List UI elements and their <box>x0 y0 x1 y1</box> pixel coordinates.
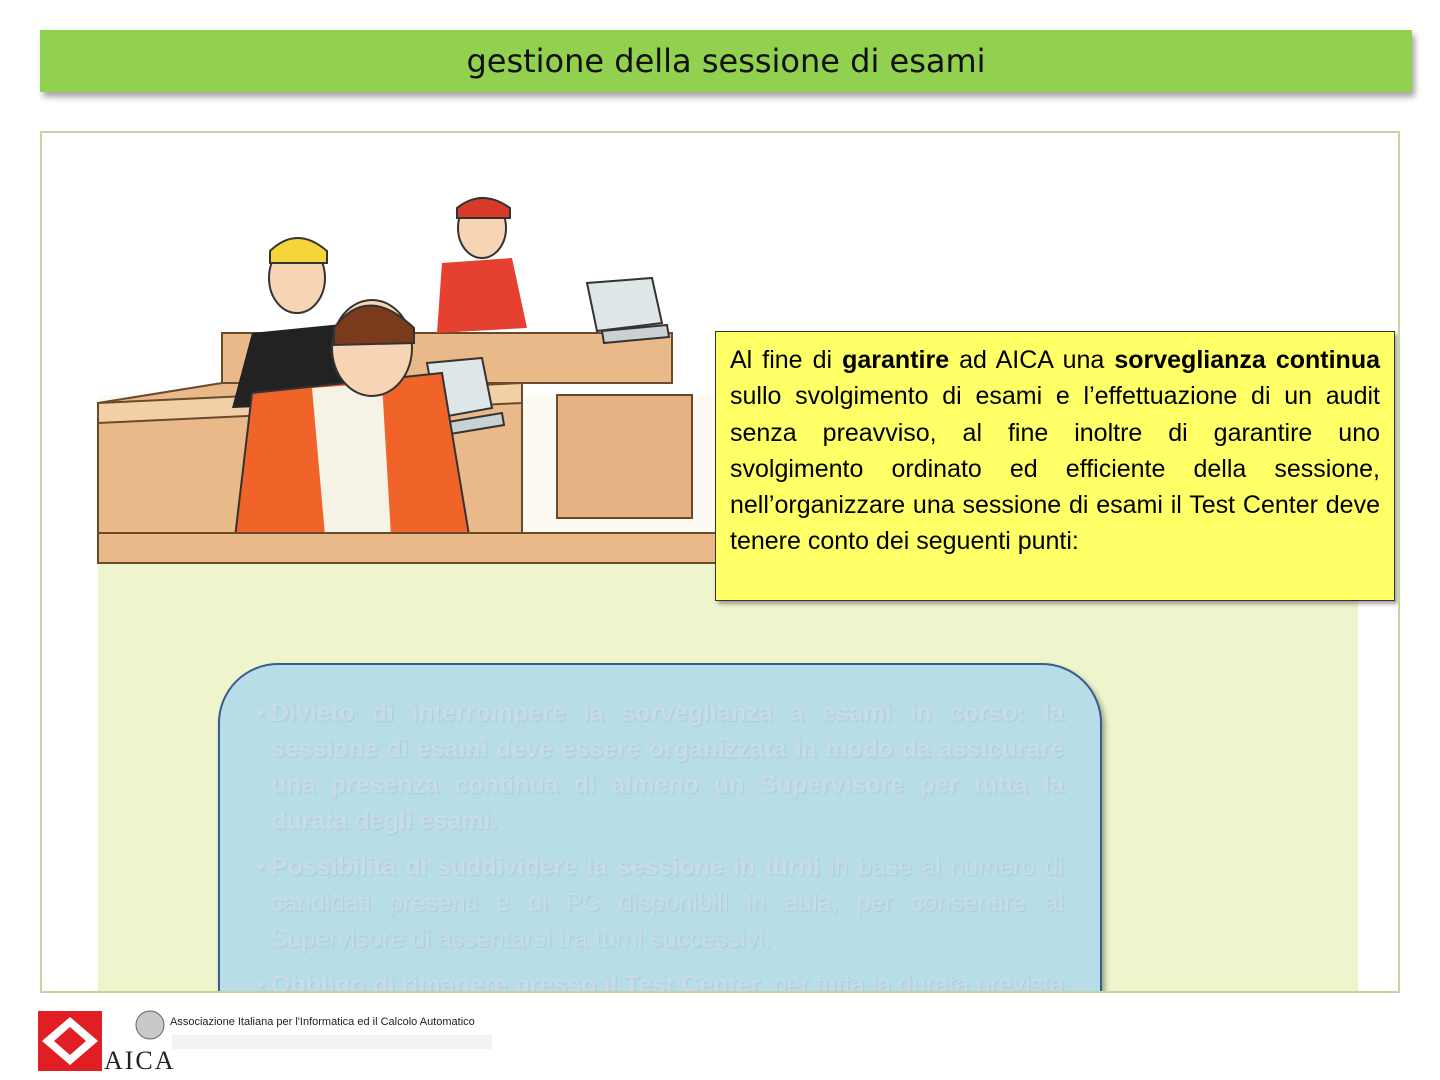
student-figure-icon <box>437 197 527 333</box>
intro-callout: Al fine di garantire ad AICA una sorvegl… <box>715 331 1395 601</box>
rule-item: Possibilità di suddividere la sessione i… <box>256 849 1064 957</box>
aica-logo <box>32 997 492 1075</box>
title-bar: gestione della sessione di esami <box>40 30 1412 92</box>
callout-emphasis: sorveglianza continua <box>1114 346 1380 374</box>
slide-title: gestione della sessione di esami <box>466 42 986 80</box>
callout-text: ad AICA una <box>949 346 1115 374</box>
footer-association: Associazione Italiana per l'Informatica … <box>170 1016 475 1028</box>
content-frame: Al fine di garantire ad AICA una sorvegl… <box>40 131 1400 993</box>
rule-text: per tutta la durata prevista della sessi… <box>773 971 1065 993</box>
footer-brand: AICA <box>104 1046 176 1075</box>
rule-item: Divieto di interrompere la sorveglianza … <box>256 695 1064 839</box>
rule-heading: Obbligo di rimanere presso il Test Cente… <box>271 971 766 993</box>
rules-list: Divieto di interrompere la sorveglianza … <box>256 695 1065 993</box>
callout-text: Al fine di <box>730 346 843 374</box>
monitor-icon <box>585 276 671 345</box>
callout-emphasis: garantire <box>842 346 950 374</box>
rule-heading: Divieto di interrompere la sorveglianza … <box>271 699 1064 835</box>
callout-text: sullo svolgimento di esami e l’effettuaz… <box>730 382 1380 556</box>
rule-text: in base al numero di candidati presenti … <box>271 853 1064 953</box>
rule-item: Obbligo di rimanere presso il Test Cente… <box>256 967 1065 993</box>
rule-heading: Possibilità di suddividere la sessione i… <box>271 853 821 881</box>
supervisor-figure-icon <box>230 299 474 565</box>
rules-bubble: Divieto di interrompere la sorveglianza … <box>218 663 1102 993</box>
